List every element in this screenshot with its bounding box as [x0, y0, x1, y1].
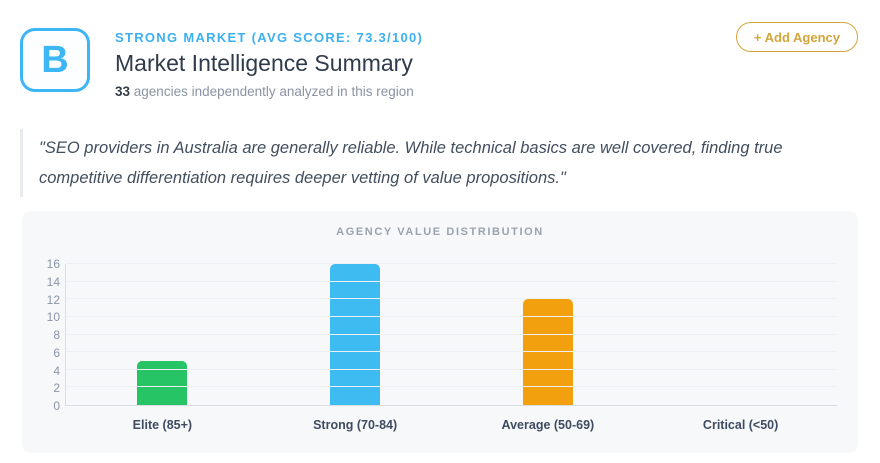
market-quote: "SEO providers in Australia are generall…	[20, 129, 858, 197]
chart-category-slot: Average (50-69)	[452, 264, 645, 432]
header: B STRONG MARKET (AVG SCORE: 73.3/100) Ma…	[0, 0, 880, 99]
chart-slots: Elite (85+) Strong (70-84) Average (50-69)…	[66, 264, 837, 432]
subtitle: 33 agencies independently analyzed in th…	[115, 84, 423, 99]
chart-y-axis: 0 2 4 6 8 10 12 14 16	[22, 257, 60, 413]
gridline	[66, 333, 837, 335]
x-axis-label: Average (50-69)	[501, 418, 595, 432]
gridline	[66, 263, 837, 264]
x-axis-label: Critical (<50)	[702, 418, 779, 432]
y-tick-label: 16	[46, 257, 60, 271]
gridline	[66, 351, 837, 353]
chart-category-slot: Strong (70-84)	[259, 264, 452, 432]
subtitle-text: agencies independently analyzed in this …	[130, 84, 414, 99]
agencies-count: 33	[115, 84, 131, 99]
chart-category-slot: Elite (85+)	[66, 264, 259, 432]
x-axis-label: Strong (70-84)	[313, 418, 398, 432]
y-tick-label: 0	[53, 399, 60, 413]
grade-letter: B	[41, 39, 69, 81]
chart-card: AGENCY VALUE DISTRIBUTION 0 2 4 6 8 10 12 14 16 …	[22, 211, 858, 453]
gridline	[66, 280, 837, 282]
x-axis-label: Elite (85+)	[132, 418, 193, 432]
y-tick-label: 2	[53, 381, 60, 396]
y-tick-label: 6	[53, 345, 60, 360]
chart-plot: Elite (85+) Strong (70-84) Average (50-69)…	[65, 263, 837, 432]
y-tick-label: 8	[53, 328, 60, 342]
add-agency-button[interactable]: + Add Agency	[735, 22, 858, 52]
grade-badge: B	[20, 28, 90, 92]
y-tick-label: 10	[46, 310, 60, 325]
market-score-label: STRONG MARKET (AVG SCORE: 73.3/100)	[115, 30, 424, 45]
y-tick-label: 12	[46, 292, 60, 307]
chart-bar[interactable]	[137, 360, 188, 405]
y-tick-label: 14	[46, 274, 60, 289]
gridline	[66, 298, 837, 300]
header-text: STRONG MARKET (AVG SCORE: 73.3/100) Mark…	[115, 28, 423, 99]
gridline	[66, 315, 837, 317]
gridline	[66, 386, 837, 388]
y-tick-label: 4	[53, 363, 60, 378]
chart-title: AGENCY VALUE DISTRIBUTION	[336, 226, 544, 238]
page-title: Market Intelligence Summary	[115, 50, 413, 76]
gridline	[66, 368, 837, 370]
chart-bar[interactable]	[330, 264, 381, 405]
chart-category-slot: Critical (<50)	[644, 264, 837, 432]
chart-bar[interactable]	[522, 299, 573, 405]
